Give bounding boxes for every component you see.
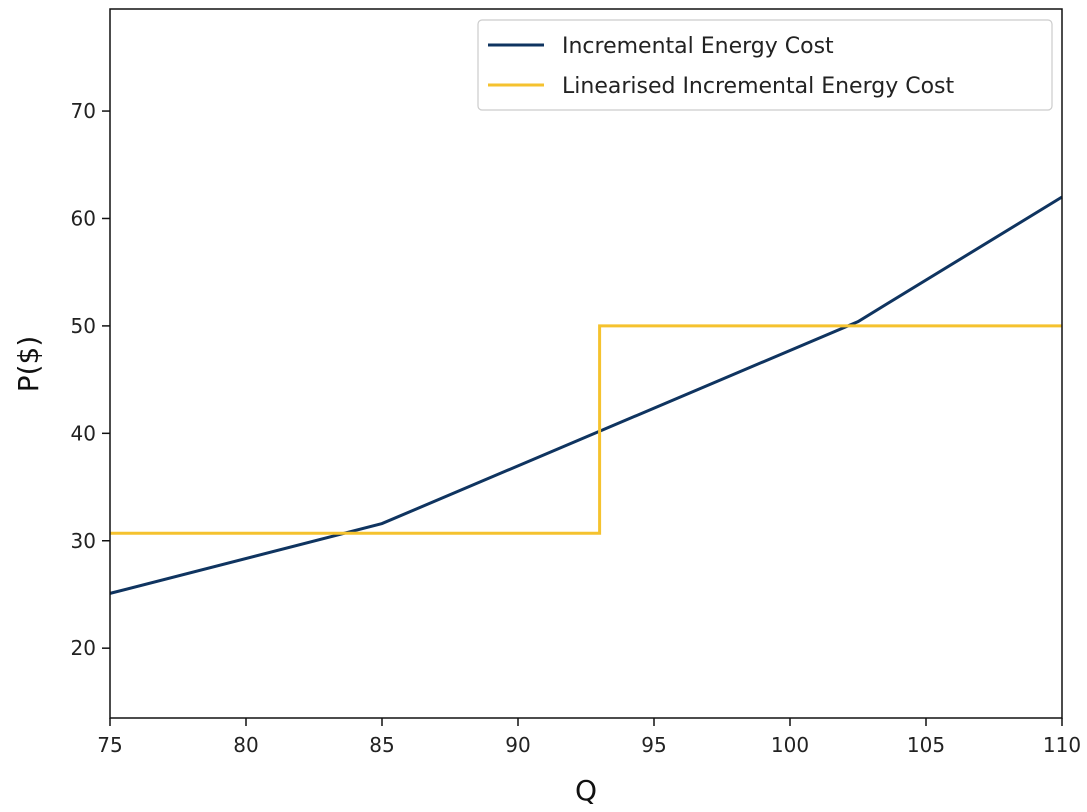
series-line-0 [109, 195, 1063, 595]
y-tick-label: 40 [71, 421, 96, 445]
y-tick-label: 20 [71, 636, 96, 660]
y-axis-label: P($) [12, 336, 45, 393]
series-line-1 [110, 324, 1062, 535]
x-tick-label: 110 [1043, 733, 1081, 757]
series-layer [109, 195, 1063, 595]
x-tick-label: 80 [233, 733, 258, 757]
y-axis-ticks: 20 30 40 50 60 70 [71, 99, 110, 660]
x-tick-label: 95 [641, 733, 666, 757]
x-tick-label: 75 [97, 733, 122, 757]
y-tick-label: 70 [71, 99, 96, 123]
y-tick-label: 50 [71, 314, 96, 338]
x-tick-label: 90 [505, 733, 530, 757]
x-tick-label: 100 [771, 733, 809, 757]
legend-box [477, 19, 1053, 111]
x-axis-ticks: 75 80 85 90 95 100 105 110 [97, 718, 1081, 757]
legend: Incremental Energy Cost Linearised Increm… [477, 19, 1053, 111]
y-tick-label: 30 [71, 529, 96, 553]
legend-label-0: Incremental Energy Cost [562, 34, 834, 59]
legend-label-1: Linearised Incremental Energy Cost [562, 74, 954, 99]
y-tick-label: 60 [71, 206, 96, 230]
x-tick-label: 85 [369, 733, 394, 757]
plot-frame [109, 8, 1063, 719]
x-axis-label: Q [575, 774, 597, 807]
x-tick-label: 105 [907, 733, 945, 757]
